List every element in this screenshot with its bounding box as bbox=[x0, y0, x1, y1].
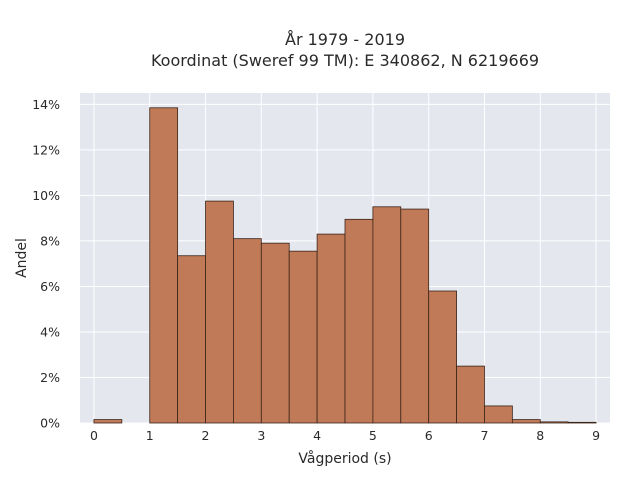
histogram-bar bbox=[149, 107, 179, 424]
histogram-bar bbox=[260, 242, 290, 424]
histogram-bar bbox=[288, 250, 318, 424]
histogram-bar bbox=[428, 290, 457, 424]
histogram-bar bbox=[484, 405, 513, 424]
chart-title-line1: År 1979 - 2019 bbox=[285, 30, 405, 49]
x-tick-label: 1 bbox=[146, 428, 154, 443]
histogram-bar bbox=[316, 233, 346, 424]
y-tick-label: 0% bbox=[40, 416, 60, 431]
histogram-bar bbox=[400, 208, 430, 424]
x-tick-label: 2 bbox=[202, 428, 210, 443]
x-tick-label: 9 bbox=[592, 428, 600, 443]
histogram-bar bbox=[372, 206, 402, 424]
y-axis-ticks: 0% 2% 4% 6% 8% 10% 12% 14% bbox=[32, 97, 60, 431]
y-tick-label: 2% bbox=[40, 370, 60, 385]
histogram-bar bbox=[177, 255, 206, 424]
x-tick-label: 6 bbox=[425, 428, 433, 443]
histogram-bar bbox=[539, 421, 569, 424]
y-tick-label: 4% bbox=[40, 324, 60, 339]
y-tick-label: 6% bbox=[40, 279, 60, 294]
histogram-bar bbox=[205, 200, 234, 424]
y-tick-label: 8% bbox=[40, 233, 60, 248]
chart-title-line2: Koordinat (Sweref 99 TM): E 340862, N 62… bbox=[151, 51, 539, 70]
y-tick-label: 12% bbox=[32, 142, 60, 157]
histogram-bar bbox=[511, 419, 541, 424]
y-axis-label: Andel bbox=[14, 238, 30, 278]
x-tick-label: 0 bbox=[90, 428, 98, 443]
histogram-bar bbox=[456, 365, 485, 424]
x-tick-label: 8 bbox=[536, 428, 544, 443]
histogram-bars bbox=[93, 107, 597, 424]
y-tick-label: 14% bbox=[32, 97, 60, 112]
x-tick-label: 4 bbox=[313, 428, 321, 443]
histogram-bar bbox=[344, 218, 374, 424]
histogram-bar bbox=[567, 421, 597, 424]
x-tick-label: 3 bbox=[257, 428, 265, 443]
histogram-bar bbox=[233, 238, 262, 424]
histogram-bar bbox=[93, 419, 123, 424]
y-tick-label: 10% bbox=[32, 188, 60, 203]
x-axis-label: Vågperiod (s) bbox=[298, 450, 391, 467]
x-tick-label: 5 bbox=[369, 428, 377, 443]
x-axis-ticks: 0 1 2 3 4 5 6 7 8 9 bbox=[90, 428, 600, 443]
x-tick-label: 7 bbox=[480, 428, 488, 443]
